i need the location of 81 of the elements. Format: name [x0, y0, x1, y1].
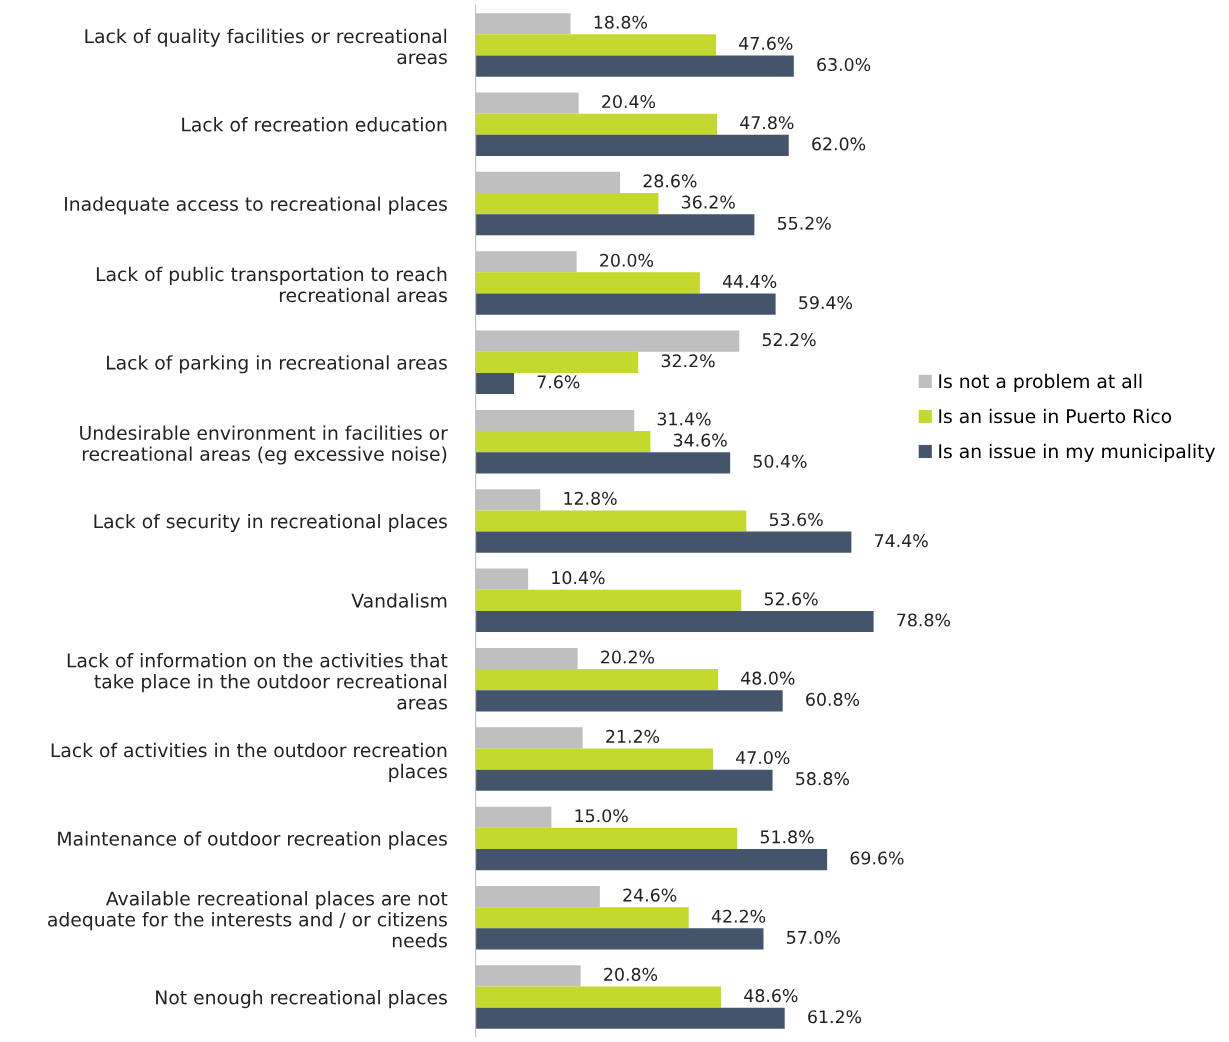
bar — [475, 431, 651, 453]
data-label: 18.8% — [594, 15, 647, 29]
data-label: 50.4% — [753, 454, 807, 468]
data-label: 48.6% — [744, 989, 798, 1003]
data-label: 52.2% — [762, 333, 816, 347]
data-label: 15.0% — [575, 809, 628, 823]
bar — [475, 510, 747, 532]
y-tick-label: Lack of recreation education — [182, 117, 447, 132]
bar — [475, 272, 700, 294]
data-label: 59.4% — [799, 296, 853, 310]
y-tick-label: Not enough recreational places — [156, 989, 447, 1009]
bar — [475, 1007, 785, 1029]
data-label: 32.2% — [661, 354, 715, 368]
y-tick-label: Inadequate access to recreational places — [65, 196, 447, 215]
legend-label: Is an issue in Puerto Rico — [939, 408, 1172, 424]
bar — [475, 907, 689, 929]
bar — [475, 372, 515, 395]
data-label: 57.0% — [787, 930, 840, 944]
bar — [475, 34, 717, 56]
y-tick-label: Undesirable environment in facilities or recreational areas (eg excessive noise) — [80, 425, 448, 465]
data-label: 47.0% — [736, 750, 790, 765]
data-label: 10.4% — [552, 571, 605, 585]
y-tick-label: Lack of public transportation to reach recreational areas — [96, 266, 447, 303]
data-label: 28.6% — [643, 174, 697, 188]
y-tick-label: Lack of information on the activities that take place in the outdoor recreational areas — [67, 653, 448, 710]
y-tick-label: Lack of parking in recreational areas — [107, 355, 447, 374]
data-label: 20.0% — [600, 253, 654, 267]
legend-label: Is not a problem at all — [939, 373, 1142, 392]
data-label: 20.2% — [601, 650, 655, 664]
y-tick-label: Available recreational places are not adequate for the interests and / or citizens needs — [48, 891, 448, 948]
data-label: 48.0% — [741, 671, 795, 685]
bar — [475, 848, 828, 871]
data-label: 31.4% — [657, 412, 711, 426]
data-label: 78.8% — [897, 613, 950, 627]
data-label: 61.2% — [808, 1010, 862, 1024]
bar — [475, 827, 738, 849]
y-tick-label: Vandalism — [351, 593, 447, 608]
bar — [475, 214, 755, 236]
data-label: 36.2% — [681, 195, 735, 209]
bar — [475, 452, 731, 474]
bar — [475, 928, 764, 950]
y-tick-label: Lack of quality facilities or recreational areas — [85, 28, 447, 65]
data-label: 21.2% — [606, 729, 660, 743]
data-label: 20.4% — [602, 94, 656, 109]
data-label: 24.6% — [623, 888, 677, 902]
data-label: 55.2% — [777, 216, 831, 230]
data-label: 52.6% — [764, 592, 818, 606]
bar — [475, 351, 639, 373]
bar — [475, 669, 719, 691]
data-label: 44.4% — [722, 274, 777, 288]
bar — [475, 193, 659, 215]
data-label: 74.4% — [875, 534, 928, 548]
bar — [475, 531, 852, 553]
y-tick-label: Maintenance of outdoor recreation places — [58, 831, 447, 850]
data-label: 69.6% — [850, 851, 904, 865]
bar — [475, 134, 789, 156]
data-label: 58.8% — [796, 772, 849, 786]
bar — [475, 769, 773, 791]
y-tick-label: Lack of security in recreational places — [94, 513, 447, 533]
bar — [475, 589, 742, 611]
bar — [475, 690, 783, 712]
data-label: 60.8% — [806, 692, 860, 706]
data-label: 34.6% — [673, 433, 727, 447]
data-label: 7.6% — [537, 375, 580, 389]
data-label: 51.8% — [760, 830, 814, 844]
bar — [475, 55, 794, 77]
legend-label: Is an issue in my municipality — [939, 443, 1216, 462]
bar — [475, 986, 722, 1008]
bar — [475, 748, 713, 770]
bar — [475, 610, 874, 633]
data-label: 47.6% — [739, 36, 793, 50]
data-label: 42.2% — [711, 909, 766, 923]
data-label: 53.6% — [769, 512, 823, 527]
bar — [475, 113, 718, 135]
bar — [475, 293, 776, 315]
data-label: 62.0% — [812, 137, 866, 151]
data-label: 63.0% — [817, 57, 871, 72]
data-label: 47.8% — [740, 116, 794, 130]
data-label: 20.8% — [604, 967, 658, 981]
data-label: 12.8% — [564, 491, 617, 505]
y-tick-label: Lack of activities in the outdoor recreation places — [51, 742, 447, 782]
